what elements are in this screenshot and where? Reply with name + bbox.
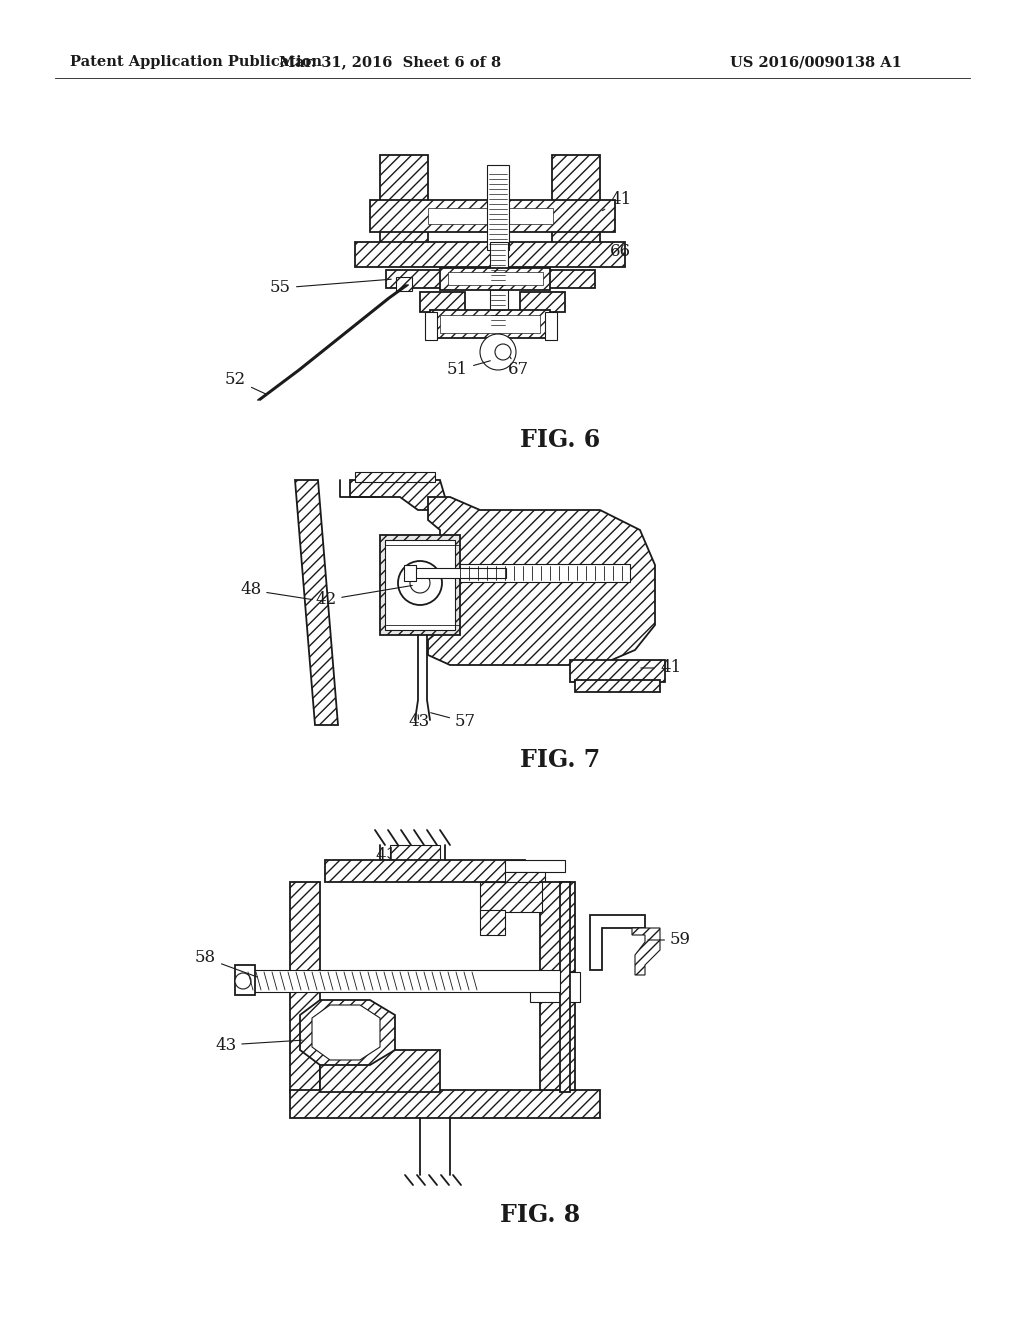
Bar xyxy=(430,310,550,338)
Bar xyxy=(545,312,557,341)
Text: 55: 55 xyxy=(270,280,391,297)
Circle shape xyxy=(495,345,511,360)
Bar xyxy=(406,568,506,578)
Text: 59: 59 xyxy=(648,932,691,949)
Bar xyxy=(240,970,560,993)
Bar xyxy=(380,154,428,243)
Text: 52: 52 xyxy=(225,371,265,393)
Bar xyxy=(234,965,255,995)
Polygon shape xyxy=(632,928,660,975)
Bar xyxy=(355,473,435,482)
Text: FIG. 7: FIG. 7 xyxy=(520,748,600,772)
Text: Mar. 31, 2016  Sheet 6 of 8: Mar. 31, 2016 Sheet 6 of 8 xyxy=(279,55,501,69)
Bar xyxy=(480,882,542,912)
Bar xyxy=(540,882,575,972)
Bar xyxy=(440,315,540,333)
Polygon shape xyxy=(312,1005,380,1060)
Bar xyxy=(290,1090,600,1118)
Bar xyxy=(490,242,508,327)
Bar xyxy=(380,535,460,635)
Bar xyxy=(450,564,630,582)
Bar xyxy=(505,861,565,873)
Bar xyxy=(325,861,525,882)
Text: US 2016/0090138 A1: US 2016/0090138 A1 xyxy=(730,55,902,69)
Bar xyxy=(560,882,570,1092)
Bar xyxy=(385,540,455,630)
Text: 57: 57 xyxy=(431,713,476,730)
Polygon shape xyxy=(428,498,655,665)
Bar xyxy=(449,272,543,285)
Bar xyxy=(487,165,509,249)
Bar xyxy=(570,660,665,682)
Bar xyxy=(480,909,505,935)
Bar xyxy=(428,209,553,224)
Bar xyxy=(530,972,580,1002)
Bar xyxy=(440,268,550,290)
Text: FIG. 6: FIG. 6 xyxy=(520,428,600,451)
Polygon shape xyxy=(300,1001,395,1065)
Text: 67: 67 xyxy=(508,356,529,379)
Text: Patent Application Publication: Patent Application Publication xyxy=(70,55,322,69)
Text: 42: 42 xyxy=(315,586,413,609)
Text: 66: 66 xyxy=(610,243,631,260)
Circle shape xyxy=(410,573,430,593)
Bar xyxy=(520,292,565,312)
Text: 43: 43 xyxy=(215,1036,302,1053)
Bar xyxy=(355,242,625,267)
Bar xyxy=(505,873,545,882)
Text: 48: 48 xyxy=(240,582,312,599)
Polygon shape xyxy=(350,480,445,510)
Text: 41: 41 xyxy=(375,846,396,863)
Circle shape xyxy=(398,561,442,605)
Bar xyxy=(390,845,440,861)
Bar xyxy=(540,271,595,288)
Text: 58: 58 xyxy=(195,949,257,977)
Bar xyxy=(552,154,600,243)
Bar xyxy=(396,277,412,290)
Polygon shape xyxy=(590,915,645,970)
Text: 51: 51 xyxy=(447,360,490,379)
Bar xyxy=(370,201,615,232)
Text: FIG. 8: FIG. 8 xyxy=(500,1203,581,1228)
Bar xyxy=(425,312,437,341)
Text: 41: 41 xyxy=(602,191,631,211)
Text: 41: 41 xyxy=(641,660,681,676)
Bar xyxy=(386,271,441,288)
Polygon shape xyxy=(295,480,338,725)
Bar xyxy=(420,292,465,312)
Circle shape xyxy=(234,973,251,989)
Bar xyxy=(319,1049,440,1092)
Text: 43: 43 xyxy=(408,714,429,730)
Bar xyxy=(290,882,319,1092)
Circle shape xyxy=(480,334,516,370)
Bar xyxy=(404,565,416,581)
Bar xyxy=(540,1001,575,1090)
Bar xyxy=(575,680,660,692)
